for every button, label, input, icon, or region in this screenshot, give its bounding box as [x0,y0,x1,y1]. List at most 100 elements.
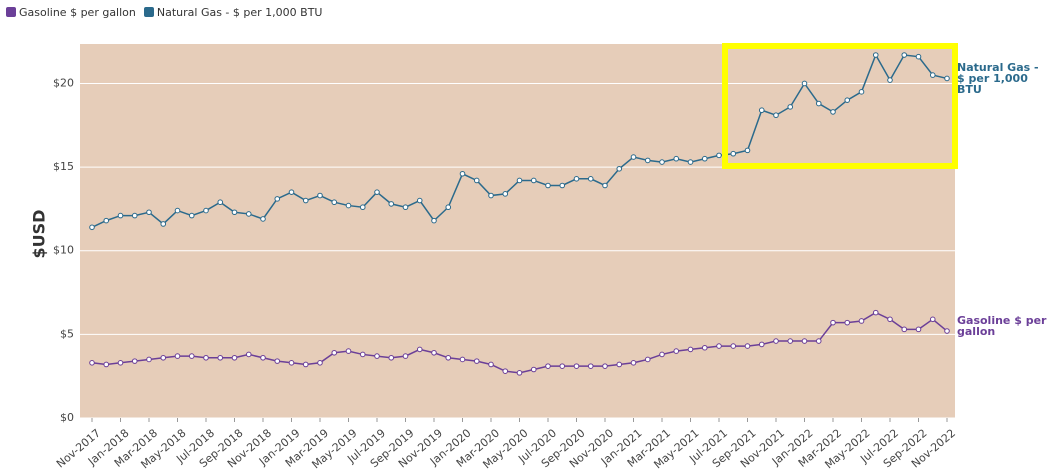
data-point [730,150,737,157]
data-point [231,209,238,216]
data-point [673,155,680,162]
data-point [160,354,167,361]
data-point [131,212,138,219]
data-point [687,346,694,353]
data-point [117,360,124,366]
data-point [103,361,110,368]
data-point [872,52,879,58]
data-point [872,309,879,316]
data-point [858,318,865,324]
data-point [516,177,523,184]
legend-item: Natural Gas - $ per 1,000 BTU [143,6,323,19]
data-point [160,221,167,227]
data-point [302,197,309,204]
data-point [887,77,893,83]
data-point [416,346,423,353]
data-point [388,354,395,361]
data-point [758,341,765,348]
data-point [830,109,836,115]
data-point [374,353,380,359]
data-point [473,358,480,364]
data-point [545,363,551,369]
data-point [388,201,395,207]
data-point [488,361,494,368]
data-point [858,89,865,95]
data-point [587,176,594,182]
data-point [117,212,124,219]
y-tick-label: $15 [53,160,74,173]
data-point [416,197,423,204]
data-point [359,204,366,211]
end-label: Natural Gas - $ per 1,000 BTU [957,61,1039,97]
data-point [146,356,152,363]
data-point [402,204,409,211]
data-point [773,112,779,119]
data-point [288,360,295,366]
data-point [659,351,665,358]
data-point [103,217,110,224]
data-point [716,343,722,349]
data-point [231,354,238,361]
legend-swatch [6,7,16,17]
legend-item: Gasoline $ per gallon [6,6,136,19]
data-point [473,177,480,184]
data-point [730,343,737,349]
data-point [345,202,352,209]
data-point [317,192,323,199]
legend-swatch [143,7,154,17]
legend: Gasoline $ per gallon Natural Gas - $ per… [6,6,322,19]
data-point [188,212,195,219]
data-point [830,319,836,326]
data-point [260,216,266,222]
data-point [573,363,580,369]
end-label: Gasoline $ per gallon [957,314,1047,339]
data-point [203,354,209,361]
data-point [630,360,637,366]
y-tick-label: $20 [53,76,74,89]
data-point [317,360,323,366]
plot-background [80,44,955,418]
data-point [815,338,822,344]
data-point [203,207,209,214]
data-point [801,80,808,87]
y-tick-label: $5 [60,327,74,340]
data-point [260,354,266,361]
data-point [929,72,936,78]
data-point [288,189,295,195]
data-point [844,97,851,103]
highlight-box [722,43,958,169]
data-point [331,349,338,356]
y-axis-label: $USD [30,210,49,259]
data-point [744,343,751,349]
data-point [502,368,509,374]
data-point [445,354,452,361]
data-point [815,100,822,107]
data-point [431,349,437,356]
data-point [929,316,936,323]
data-point [559,182,566,189]
data-point [559,363,566,369]
legend-label: Natural Gas - $ per 1,000 BTU [156,6,323,19]
legend-label: Gasoline $ per gallon [19,6,136,19]
data-point [245,211,252,217]
data-point [245,351,252,358]
data-point [359,351,366,358]
data-point [773,338,779,344]
data-point [801,338,808,344]
data-point [787,338,794,344]
data-point [602,182,608,189]
data-point [587,363,594,369]
data-point [673,348,680,354]
data-point [687,159,694,165]
data-point [901,326,908,333]
data-point [530,177,537,184]
data-point [174,207,181,214]
data-point [374,189,380,195]
data-point [573,176,580,182]
data-point [616,165,623,172]
y-tick-label: $0 [60,411,74,424]
data-point [302,361,309,368]
data-point [345,348,352,354]
